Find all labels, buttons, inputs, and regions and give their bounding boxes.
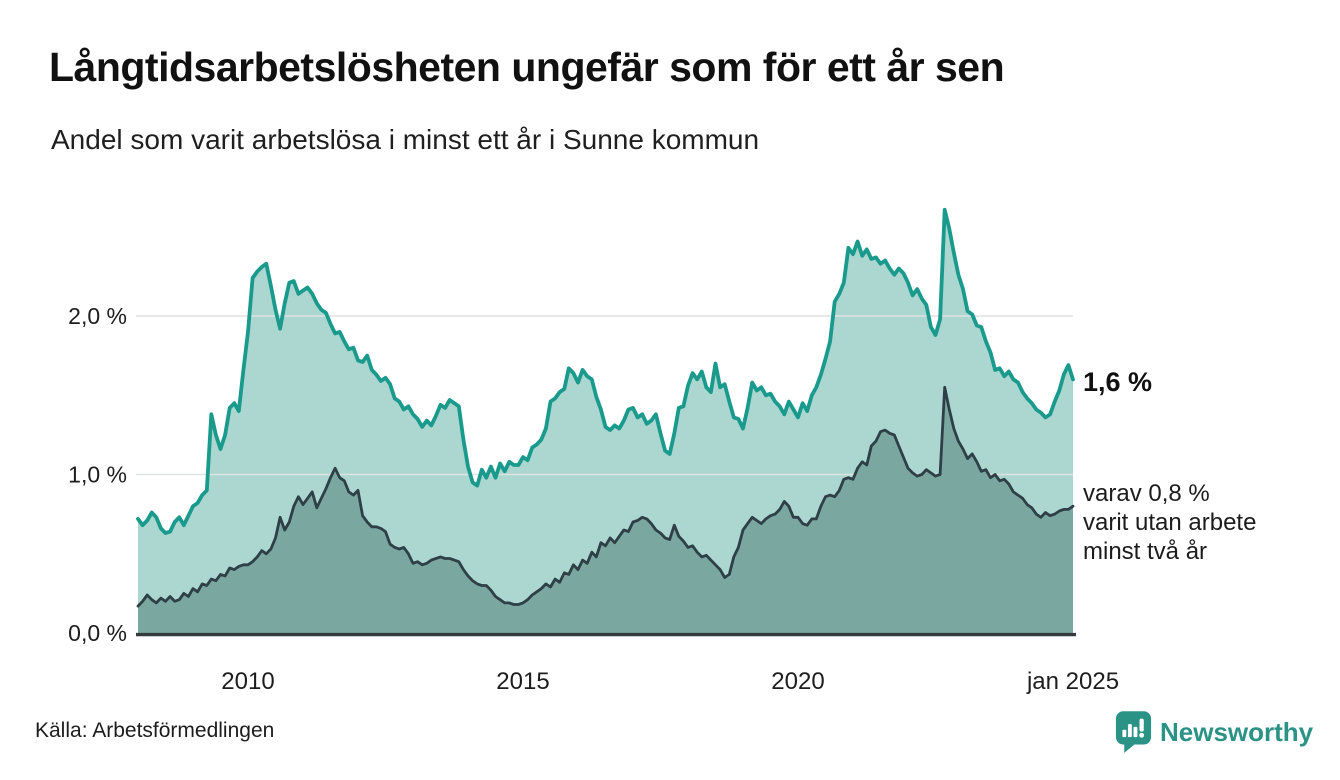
y-tick-label: 0,0 % [68, 620, 127, 646]
y-tick-label: 2,0 % [68, 303, 127, 329]
chart-subtitle: Andel som varit arbetslösa i minst ett å… [51, 124, 760, 155]
x-tick-label: jan 2025 [1026, 668, 1119, 695]
area-two-years [138, 387, 1073, 633]
page-title: Långtidsarbetslösheten ungefär som för e… [49, 44, 1005, 90]
x-tick-label: 2010 [221, 668, 274, 695]
source-attribution: Källa: Arbetsförmedlingen [35, 719, 275, 742]
line-two-years [136, 385, 1075, 608]
x-tick-label: 2020 [771, 668, 824, 695]
x-tick-label: 2015 [496, 668, 549, 695]
newsworthy-wordmark: Newsworthy [1160, 716, 1314, 747]
line-one-year [136, 207, 1075, 535]
newsworthy-bubble-chart-icon [1115, 710, 1152, 754]
annotation-line: varav 0,8 % [1083, 480, 1210, 507]
series-end-label-one-year: 1,6 % [1083, 367, 1153, 397]
annotation-line: minst två år [1083, 538, 1208, 565]
newsworthy-logo: Newsworthy [1115, 711, 1313, 753]
series-end-label-two-years: varav 0,8 % varit utan arbete minst två … [1083, 479, 1256, 566]
annotation-line: varit utan arbete [1083, 509, 1257, 536]
y-tick-label: 1,0 % [68, 462, 127, 488]
